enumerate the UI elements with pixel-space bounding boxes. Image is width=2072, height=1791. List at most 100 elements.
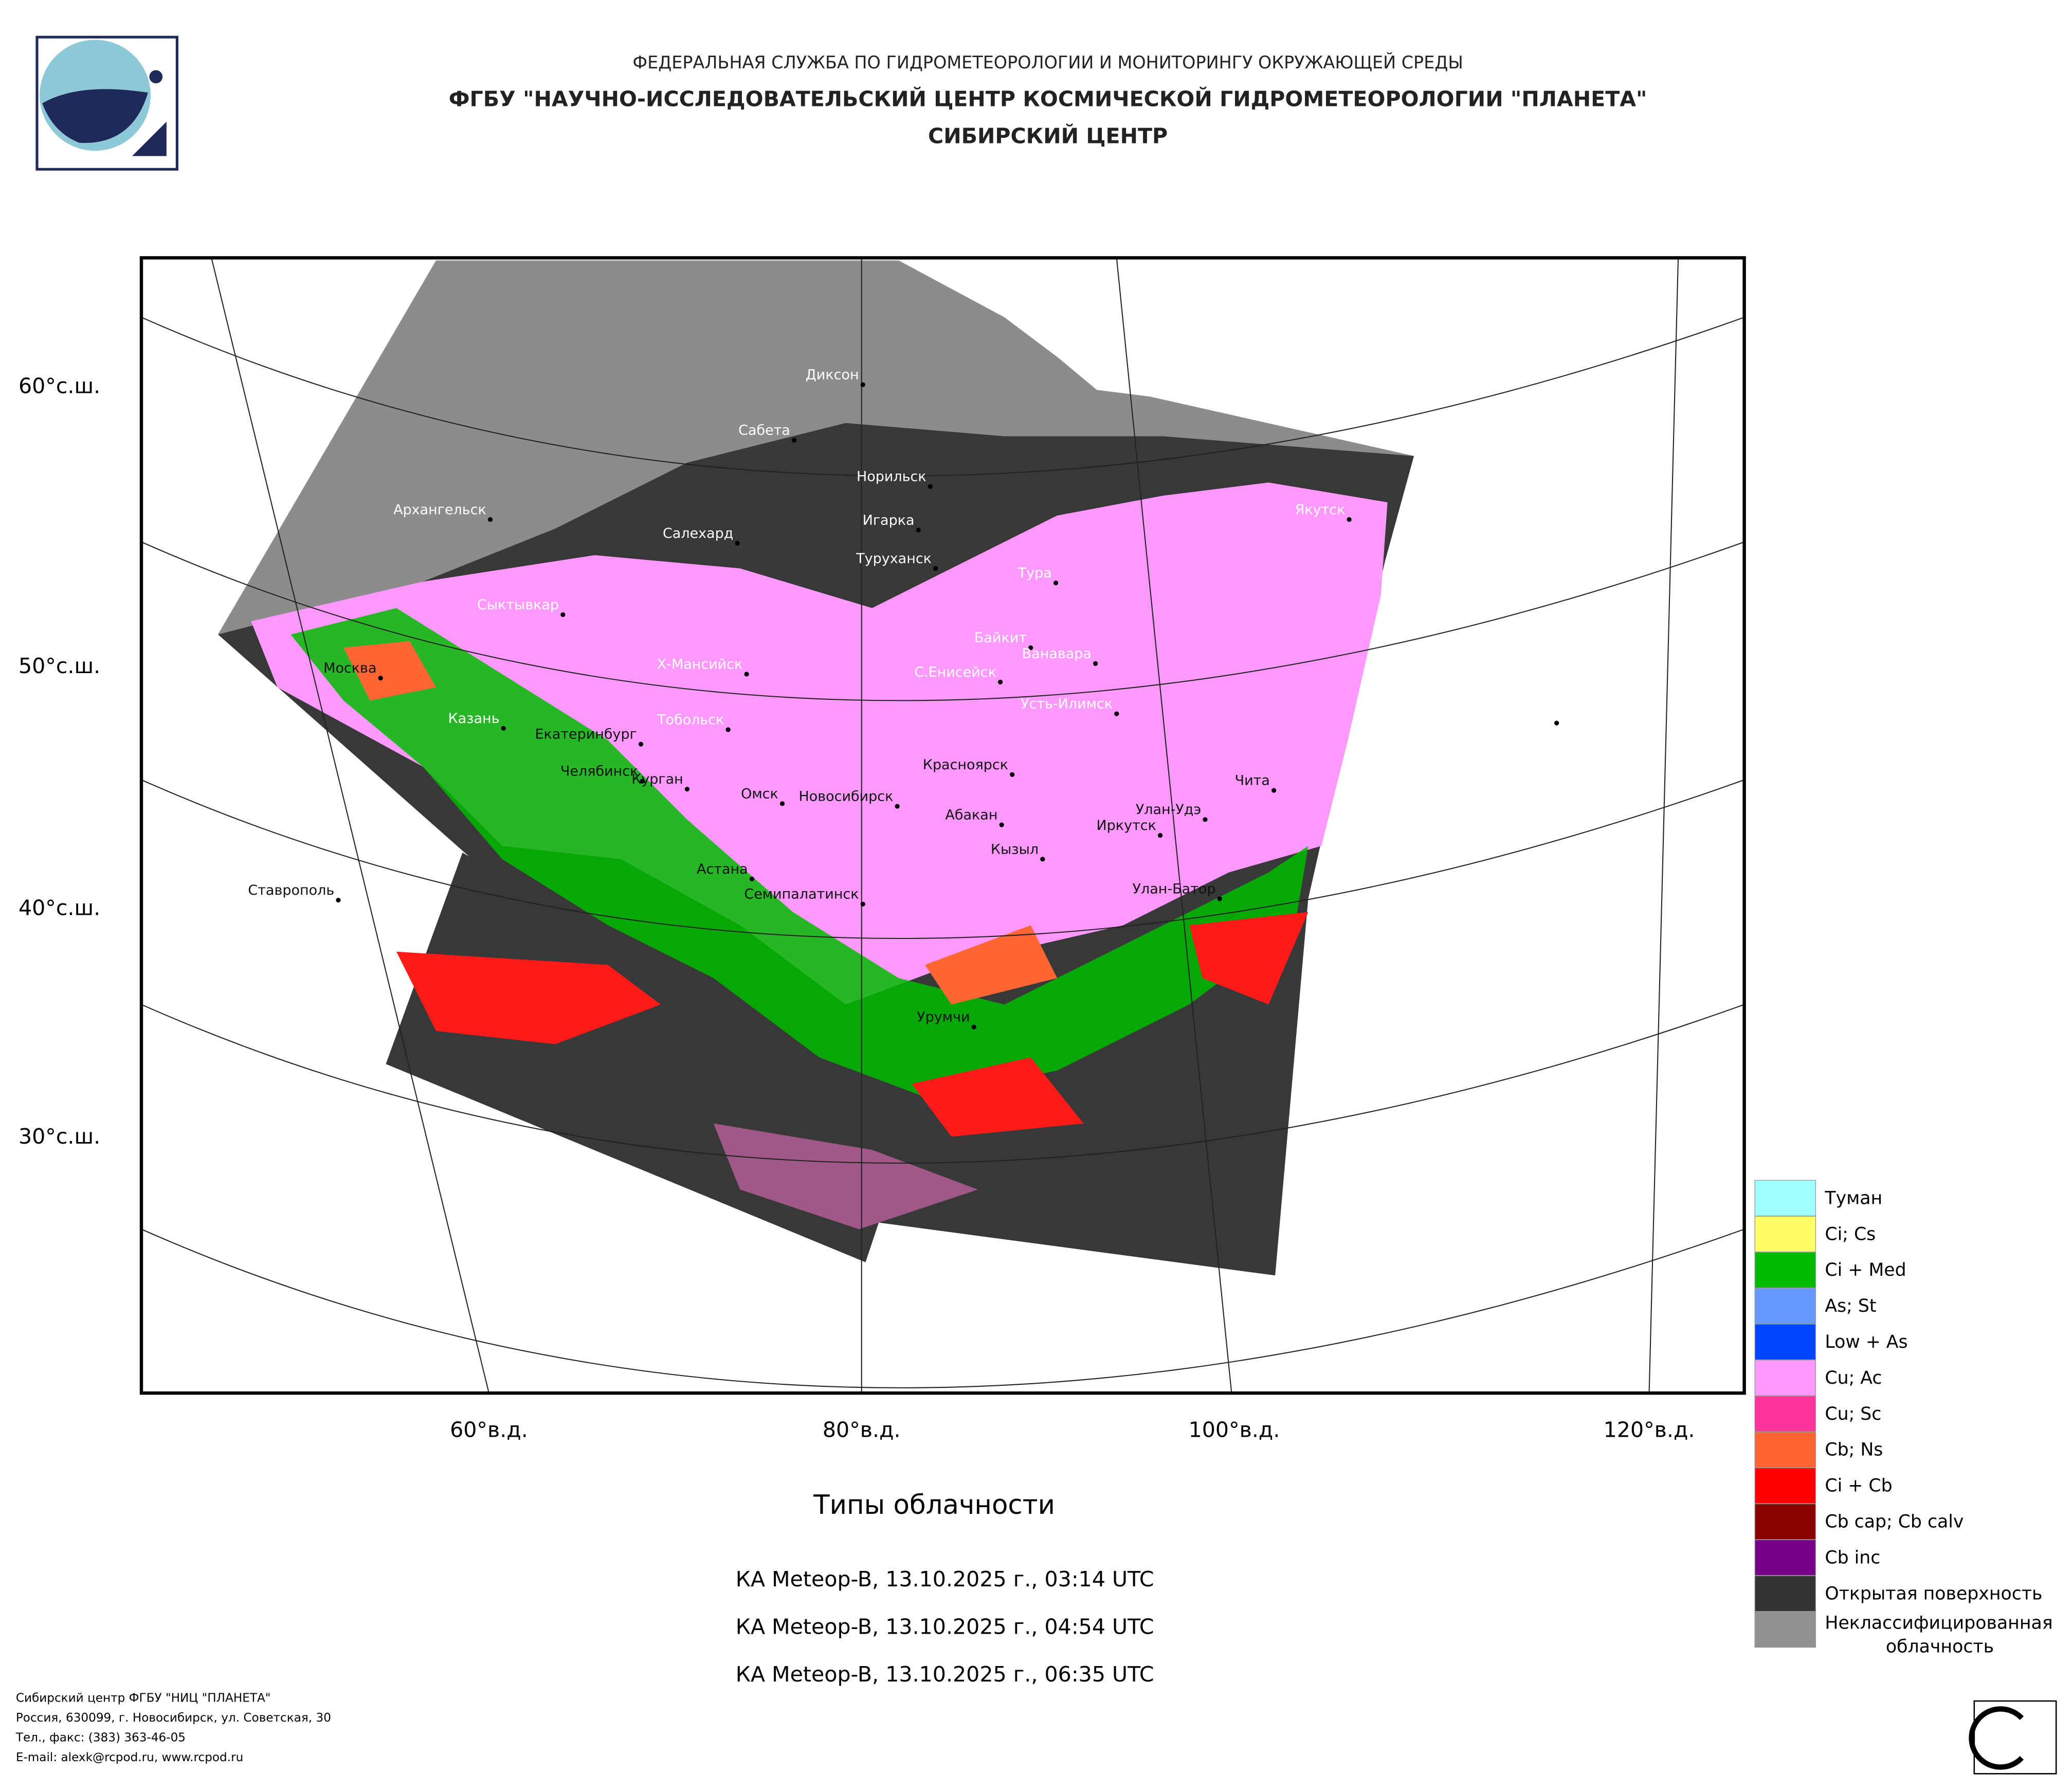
city-dot: [971, 1024, 976, 1029]
city-label: Москва: [323, 660, 376, 676]
legend-label: Cb inc: [1825, 1547, 1880, 1568]
city-dot: [735, 540, 740, 546]
city-label: Красноярск: [923, 757, 1008, 773]
city-label: Астана: [697, 861, 748, 877]
city-label: Игарка: [863, 512, 915, 528]
axis-labels: 60°с.ш. 50°с.ш. 40°с.ш. 30°с.ш. 60°в.д. 80°в.…: [19, 373, 1695, 1442]
city-label: Иркутск: [1097, 818, 1156, 834]
cb-ns: [343, 641, 1058, 1005]
city-label: Улан-Удэ: [1136, 802, 1201, 818]
city-dot: [1040, 857, 1045, 862]
pass-line: КА Meteop-B, 13.10.2025 г., 06:35 UTC: [736, 1662, 1154, 1687]
lon-label: 120°в.д.: [1604, 1418, 1695, 1442]
city-dot: [1053, 581, 1059, 586]
city-dot: [1217, 896, 1222, 901]
city-label: Ставрополь: [248, 882, 334, 898]
city-dot: [1271, 788, 1277, 793]
city-dot: [895, 804, 900, 809]
city-label: Курган: [631, 771, 683, 787]
footer-line: E-mail: alexk@rcpod.ru, www.rcpod.ru: [16, 1751, 243, 1764]
legend-swatch: [1754, 1396, 1816, 1432]
city-dot: [1157, 833, 1163, 838]
city-dot: [638, 741, 644, 747]
legend-swatch: [1754, 1467, 1816, 1504]
legend-label: Ci + Cb: [1825, 1476, 1892, 1496]
legend-label: Ci + Med: [1825, 1260, 1906, 1280]
ci-med: [290, 608, 1308, 1097]
city-dot: [684, 786, 690, 792]
city-label: Тура: [1017, 565, 1052, 581]
city-label: Байкит: [974, 630, 1027, 646]
city-label: Хабаровск: [1476, 705, 1553, 721]
city-label: Тобольск: [657, 712, 724, 728]
map-frame: [139, 256, 1746, 1395]
legend-label: Туман: [1824, 1188, 1882, 1208]
city-dot: [378, 676, 383, 681]
legend-swatch: [1754, 1180, 1816, 1217]
lon-label: 80°в.д.: [823, 1418, 901, 1442]
legend-swatch: [1754, 1216, 1816, 1253]
legend-swatch: [1754, 1503, 1816, 1540]
city-label: Усть-Илимск: [1021, 696, 1113, 712]
city-dot: [1010, 772, 1015, 777]
city-label: Абакан: [945, 807, 997, 823]
header-line: ФГБУ "НАУЧНО-ИССЛЕДОВАТЕЛЬСКИЙ ЦЕНТР КОС…: [449, 87, 1647, 112]
city-label: Челябинск: [560, 764, 638, 780]
city-dot: [792, 438, 797, 443]
city-label: Архангельск: [393, 502, 486, 518]
city-dot: [997, 679, 1003, 685]
city-label: Улан-Батор: [1133, 881, 1216, 897]
city-label: Туруханск: [856, 551, 932, 567]
city-label: Семипалатинск: [744, 887, 859, 902]
unclassified-cloud: [218, 260, 1414, 635]
legend-swatch: [1754, 1252, 1816, 1289]
footer-line: Россия, 630099, г. Новосибирск, ул. Сове…: [16, 1711, 331, 1725]
quality-badge: [1969, 1700, 2057, 1775]
city-dot: [779, 801, 785, 806]
header: ФЕДЕРАЛЬНАЯ СЛУЖБА ПО ГИДРОМЕТЕОРОЛОГИИ …: [449, 52, 1647, 148]
city-label: Чита: [1235, 773, 1270, 789]
legend-swatch: [1754, 1539, 1816, 1576]
city-dot: [928, 484, 933, 489]
legend-label: Cb; Ns: [1825, 1440, 1883, 1460]
graticule: [141, 258, 1744, 1394]
ci-cb: [396, 912, 1308, 1137]
city-label: Екатеринбург: [535, 727, 637, 743]
city-label: Новосибирск: [798, 789, 893, 805]
city-dot: [916, 528, 921, 533]
city-dot: [860, 382, 865, 387]
city-label: Кызыл: [991, 841, 1039, 857]
footer: Сибирский центр ФГБУ "НИЦ "ПЛАНЕТА" Росси…: [15, 1691, 331, 1764]
legend-label: Cu; Ac: [1825, 1368, 1882, 1388]
pass-line: КА Meteop-B, 13.10.2025 г., 04:54 UTC: [736, 1615, 1154, 1639]
city-label: Ванавара: [1022, 646, 1092, 662]
city-dot: [860, 901, 865, 907]
legend-label: As; St: [1825, 1296, 1876, 1316]
city-dot: [560, 612, 566, 617]
city-dot: [1028, 645, 1033, 650]
legend-swatch: [1754, 1360, 1816, 1396]
city-dot: [1554, 720, 1559, 726]
legend-label: Ci; Cs: [1825, 1224, 1876, 1244]
city-dot: [640, 779, 645, 784]
legend-label: Неклассифицированная облачность: [1825, 1613, 2052, 1657]
map-area: Диксон Сабета Норильск Архангельск Салехард И…: [141, 258, 1744, 1394]
lon-label: 100°в.д.: [1189, 1418, 1280, 1442]
lon-label: 60°в.д.: [450, 1418, 528, 1442]
city-dot: [336, 897, 341, 903]
header-line: ФЕДЕРАЛЬНАЯ СЛУЖБА ПО ГИДРОМЕТЕОРОЛОГИИ …: [632, 52, 1463, 73]
legend-swatch: [1754, 1575, 1816, 1612]
city-dot: [501, 726, 506, 731]
legend-swatch: [1754, 1324, 1816, 1361]
legend-label: Cb cap; Cb calv: [1825, 1512, 1964, 1532]
cities: Диксон Сабета Норильск Архангельск Салехард И…: [248, 367, 1559, 1029]
lat-label: 60°с.ш.: [19, 373, 100, 398]
city-label: Омск: [741, 786, 778, 802]
city-label: Сабета: [738, 423, 790, 439]
pass-line: КА Meteop-B, 13.10.2025 г., 03:14 UTC: [736, 1567, 1154, 1591]
footer-line: Тел., факс: (383) 363-46-05: [15, 1731, 186, 1744]
legend-swatch: [1754, 1611, 1816, 1648]
city-dot: [725, 727, 731, 732]
city-label: Салехард: [663, 526, 733, 541]
